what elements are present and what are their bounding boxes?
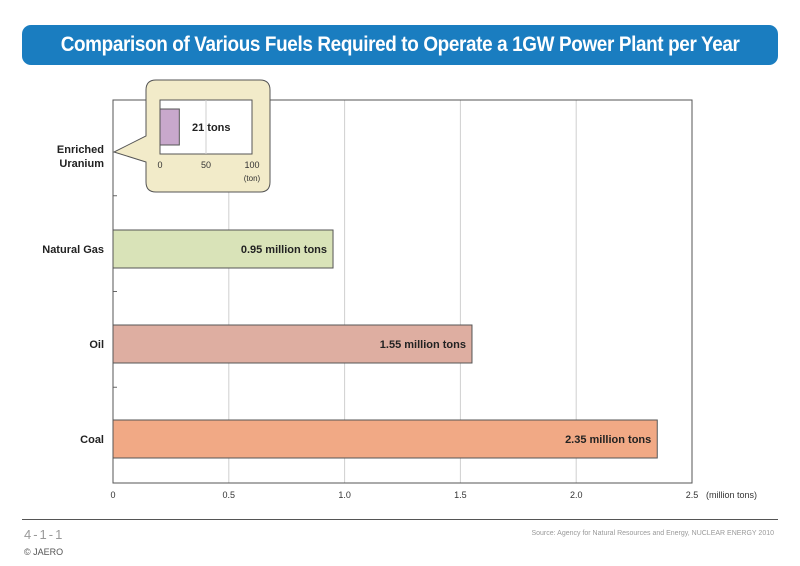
inset-tick-label: 0 bbox=[157, 160, 162, 170]
inset-bar bbox=[159, 108, 180, 146]
inset-bar-label: 21 tons bbox=[192, 122, 231, 134]
bar bbox=[112, 419, 658, 459]
plot-border bbox=[112, 99, 693, 484]
copyright-notice: © JAERO bbox=[24, 547, 64, 557]
inset-tick-label: 50 bbox=[201, 160, 211, 170]
category-label: Oil bbox=[89, 339, 104, 351]
x-tick-label: 1.0 bbox=[338, 490, 351, 500]
x-tick-label: 2.5 bbox=[686, 490, 699, 500]
category-label: Coal bbox=[80, 434, 104, 446]
x-tick-label: 2.0 bbox=[570, 490, 583, 500]
source-note: Source: Agency for Natural Resources and… bbox=[531, 530, 774, 537]
chart-title: Comparison of Various Fuels Required to … bbox=[60, 33, 740, 56]
category-label: Enriched bbox=[57, 144, 104, 156]
footer-divider bbox=[22, 519, 778, 520]
inset-axis-unit: (ton) bbox=[244, 174, 261, 183]
bar bbox=[112, 229, 334, 269]
x-axis-unit: (million tons) bbox=[706, 490, 757, 500]
bar bbox=[112, 324, 473, 364]
inset-tick-label: 100 bbox=[244, 160, 259, 170]
category-label: Natural Gas bbox=[42, 244, 104, 256]
x-tick-label: 0.5 bbox=[223, 490, 236, 500]
category-label: Uranium bbox=[59, 158, 104, 170]
x-tick-label: 0 bbox=[110, 490, 115, 500]
bar-value-label: 0.95 million tons bbox=[241, 244, 327, 256]
page-number: 4-1-1 bbox=[24, 527, 65, 542]
x-tick-label: 1.5 bbox=[454, 490, 467, 500]
bar-value-label: 2.35 million tons bbox=[565, 434, 651, 446]
title-bar: Comparison of Various Fuels Required to … bbox=[22, 25, 778, 65]
bar-value-label: 1.55 million tons bbox=[380, 339, 466, 351]
